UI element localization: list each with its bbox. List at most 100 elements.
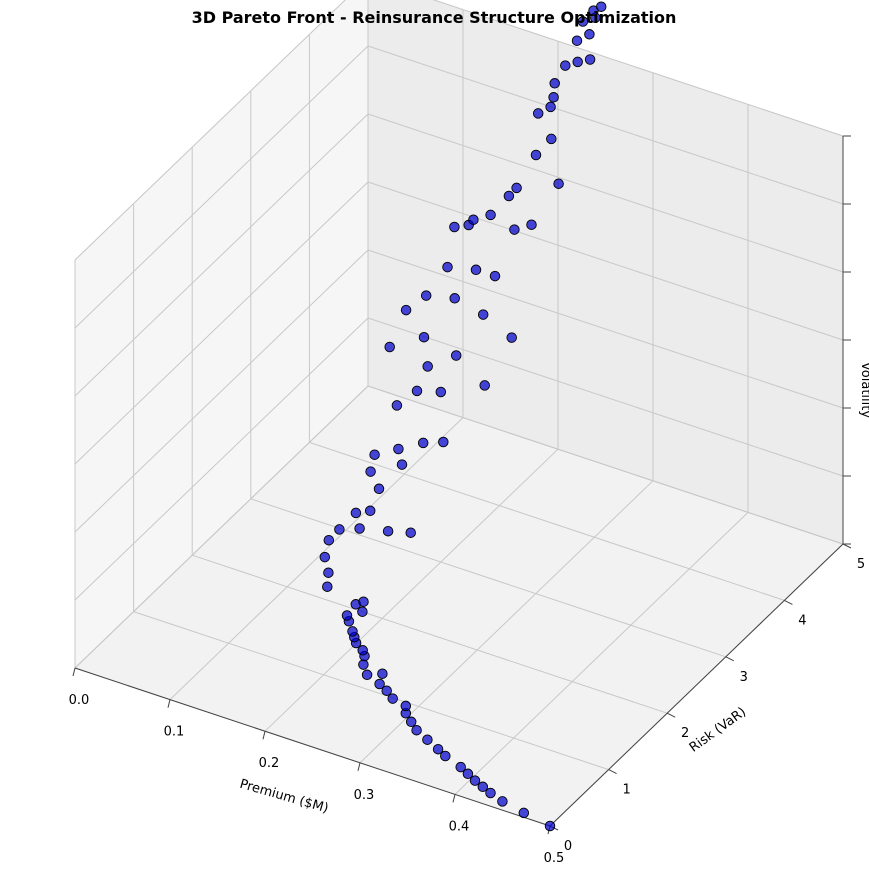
x-grid-floor: [454, 512, 749, 795]
data-point: [393, 443, 404, 455]
data-point: [365, 466, 376, 477]
x-tick-mark: [167, 699, 171, 708]
data-point: [357, 645, 368, 656]
y-tick-mark: [842, 543, 852, 549]
data-point: [322, 581, 333, 592]
data-point: [420, 290, 432, 301]
z-grid-left: [74, 113, 369, 397]
data-point: [577, 16, 589, 27]
z-grid-back: [367, 113, 844, 273]
data-points: [319, 1, 607, 832]
data-point: [462, 768, 474, 780]
data-point: [530, 149, 542, 161]
data-point: [387, 693, 398, 704]
data-point: [497, 796, 508, 807]
y-tick-label: 0: [564, 839, 572, 854]
data-point: [382, 525, 394, 537]
data-point: [509, 224, 520, 235]
data-point: [450, 350, 462, 361]
data-point: [489, 270, 501, 282]
data-point: [479, 380, 490, 391]
data-point: [400, 304, 412, 316]
chart-title: 3D Pareto Front - Reinsurance Structure …: [192, 8, 677, 27]
data-point: [373, 483, 385, 495]
y-axis-label: Risk (VaR): [687, 705, 749, 756]
data-point: [532, 108, 544, 119]
x-tick-mark: [357, 762, 361, 771]
y-tick-label: 5: [857, 557, 865, 572]
data-point: [319, 551, 331, 563]
y-tick-mark: [608, 769, 617, 775]
data-point: [396, 459, 408, 470]
z-grid-left: [74, 385, 369, 669]
data-point: [440, 750, 451, 762]
data-point: [341, 610, 353, 621]
data-point: [374, 678, 385, 690]
data-point: [468, 214, 479, 225]
y-grid-floor: [309, 441, 785, 601]
x-tick-label: 0.1: [164, 725, 185, 740]
data-point: [572, 56, 583, 68]
data-point: [503, 190, 515, 202]
x-grid-floor: [169, 417, 464, 700]
tick-labels: 0.00.10.20.30.40.50123450.150.200.250.30…: [69, 557, 865, 866]
x-axis-label: Premium ($M): [238, 777, 330, 817]
z-grid-left: [74, 317, 369, 601]
x-tick-label: 0.2: [259, 756, 280, 771]
data-point: [418, 331, 430, 343]
z-grid-back: [367, 385, 844, 545]
data-point: [357, 606, 368, 617]
data-point: [560, 60, 571, 71]
data-point: [422, 361, 433, 372]
x-axis-line: [74, 667, 551, 827]
z-grid-left: [74, 181, 369, 465]
data-point: [548, 92, 559, 103]
y-grid-floor: [192, 554, 668, 714]
data-point: [544, 820, 556, 832]
z-axis-label: Volatility: [858, 362, 869, 418]
data-point: [595, 1, 607, 12]
x-tick-label: 0.4: [449, 819, 470, 834]
data-point: [347, 626, 358, 637]
x-tick-label: 0.3: [354, 788, 375, 803]
data-point: [511, 182, 522, 194]
y-tick-label: 4: [798, 613, 806, 628]
data-point: [422, 734, 433, 745]
data-point: [358, 659, 369, 670]
data-point: [369, 449, 380, 460]
data-point: [435, 386, 447, 398]
data-point: [470, 264, 482, 276]
data-point: [506, 332, 517, 343]
x-tick-mark: [452, 794, 456, 803]
z-grid-left: [74, 249, 369, 533]
data-point: [584, 29, 595, 40]
data-point: [323, 534, 335, 546]
data-point: [584, 54, 596, 65]
data-point: [485, 209, 496, 221]
x-tick-mark: [72, 667, 76, 677]
data-point: [549, 78, 560, 89]
data-point: [377, 668, 388, 679]
data-point: [391, 400, 403, 411]
data-point: [400, 700, 412, 712]
data-point: [364, 505, 376, 517]
y-tick-mark: [725, 656, 735, 662]
y-axis-line: [549, 543, 844, 827]
data-point: [455, 761, 466, 773]
data-point: [571, 35, 583, 46]
data-point: [485, 787, 496, 799]
y-grid-floor: [133, 611, 609, 771]
z-grid-back: [432, 0, 844, 137]
data-point: [553, 178, 564, 189]
x-tick-mark: [262, 731, 266, 740]
axis-panes: [74, 0, 844, 827]
data-point: [545, 101, 556, 113]
data-point: [477, 781, 489, 793]
z-grid-left: [74, 45, 369, 329]
data-point: [417, 437, 429, 449]
data-point: [411, 724, 422, 736]
z-grid-left: [74, 0, 346, 261]
tick-marks: [72, 135, 852, 835]
data-point: [477, 309, 489, 320]
